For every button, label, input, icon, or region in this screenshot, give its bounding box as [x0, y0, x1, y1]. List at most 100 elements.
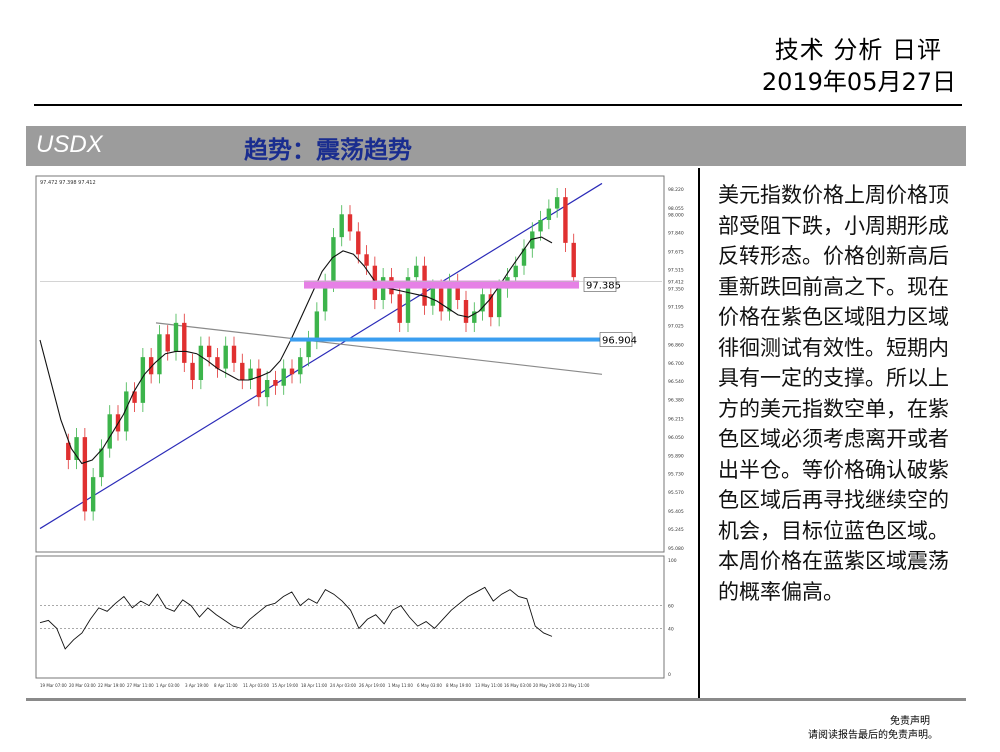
candle-body [521, 248, 527, 266]
price-tick-label: 96.540 [668, 379, 684, 385]
candle-body [455, 282, 460, 300]
x-tick-label: 24 Apr 03:00 [330, 683, 357, 688]
support-zone [290, 337, 600, 342]
candle-body [414, 265, 419, 278]
candle-body [496, 288, 502, 318]
candle-body [107, 414, 112, 449]
disclaimer-text: 请阅读报告最后的免责声明。 [808, 730, 938, 741]
x-tick-label: 18 Apr 11:00 [301, 683, 328, 688]
candle-body [331, 237, 336, 283]
report-date: 2019年05月27日 [761, 68, 956, 96]
candle-body [463, 300, 469, 323]
candle-body [513, 265, 518, 278]
candle-body [438, 288, 444, 312]
x-tick-label: 23 May 11:00 [562, 683, 590, 688]
candle-body [480, 294, 485, 312]
disclaimer-title: 免责声明 [890, 716, 930, 727]
candle-body [256, 368, 262, 398]
footer-divider [26, 698, 966, 701]
candle-body [405, 277, 411, 323]
candle-body [563, 197, 568, 243]
price-tick-label: 97.515 [668, 268, 684, 274]
candle-body [82, 437, 88, 512]
candle-body [198, 345, 204, 380]
x-tick-label: 1 Apr 03:00 [156, 683, 180, 688]
candle-body [397, 294, 402, 323]
candle-body [148, 357, 154, 375]
price-tick-label: 98.000 [668, 212, 684, 218]
candle-body [472, 311, 477, 323]
candle-body [206, 345, 212, 358]
x-tick-label: 8 May 19:00 [446, 683, 471, 688]
trendline-2 [155, 322, 603, 375]
oscillator-tick-label: 0 [668, 672, 671, 678]
x-tick-label: 19 Mar 07:00 [40, 683, 67, 688]
x-tick-label: 20 Mar 03:00 [69, 683, 96, 688]
price-tick-label: 96.215 [668, 416, 684, 422]
price-tick-label: 96.700 [668, 361, 684, 367]
candle-body [430, 288, 436, 306]
candle-body [190, 362, 195, 380]
report-title: 技术 分析 日评 [774, 36, 942, 64]
price-tick-label: 95.890 [668, 453, 684, 459]
candle-body [447, 282, 452, 312]
instrument-symbol: USDX [36, 131, 103, 158]
price-tick-label: 95.080 [668, 546, 684, 552]
candle-body [182, 322, 187, 363]
price-tick-label: 96.860 [668, 343, 684, 349]
price-tick-label: 98.055 [668, 206, 684, 212]
price-tick-label: 95.405 [668, 509, 684, 515]
price-tick-label: 96.050 [668, 435, 684, 441]
ohlc-readout: 97.472 97.398 97.412 [40, 180, 96, 186]
candle-body [90, 477, 96, 512]
candle-body [124, 391, 129, 432]
header-divider [34, 104, 962, 106]
candle-body [248, 368, 253, 380]
candle-body [347, 214, 353, 232]
candle-body [74, 437, 79, 460]
candle-body [132, 391, 137, 403]
x-tick-label: 26 Apr 19:00 [359, 683, 386, 688]
trendline-1 [39, 182, 603, 530]
x-tick-label: 6 May 03:00 [417, 683, 442, 688]
x-tick-label: 16 May 03:00 [504, 683, 532, 688]
price-tick-label: 98.220 [668, 187, 684, 193]
price-tick-label: 97.350 [668, 287, 684, 293]
moving-average-line [39, 236, 553, 465]
candle-body [322, 282, 328, 312]
candle-body [231, 345, 237, 363]
section-bar: USDX 趋势：震荡趋势 [26, 126, 966, 166]
candle-body [314, 311, 320, 340]
price-chart: 97.472 97.398 97.412 97.385 96.904 98.220… [28, 168, 698, 698]
candle-body [273, 380, 278, 386]
x-tick-label: 22 Mar 19:00 [98, 683, 125, 688]
candle-body [215, 357, 220, 369]
oscillator-pane [35, 555, 665, 679]
analysis-commentary: 美元指数价格上周价格顶部受阻下跌，小周期形成反转形态。价格创新高后重新跌回前高之… [718, 183, 949, 604]
candle-body [289, 368, 295, 375]
candle-body [538, 220, 543, 232]
x-tick-label: 3 Apr 19:00 [185, 683, 209, 688]
x-tick-label: 27 Mar 11:00 [127, 683, 154, 688]
level-label-box [599, 332, 633, 347]
price-tick-label: 97.412 [668, 279, 684, 285]
price-tick-label: 97.675 [668, 249, 684, 255]
candle-body [306, 340, 311, 358]
candle-body [99, 448, 104, 478]
candle-body [157, 334, 162, 375]
chart-svg: 97.472 97.398 97.412 97.385 96.904 98.220… [35, 175, 684, 688]
candle-body [264, 380, 270, 398]
candle-body [356, 231, 361, 255]
candle-body [530, 231, 535, 249]
x-tick-label: 11 Apr 03:00 [243, 683, 270, 688]
x-tick-label: 15 Apr 19:00 [272, 683, 299, 688]
candle-body [140, 357, 146, 403]
candle-body [339, 214, 344, 238]
x-tick-label: 1 May 11:00 [388, 683, 413, 688]
candle-body [223, 345, 228, 369]
x-tick-label: 13 May 11:00 [475, 683, 503, 688]
candle-body [173, 322, 179, 352]
price-tick-label: 95.245 [668, 527, 684, 533]
resistance-zone [304, 280, 579, 289]
price-tick-label: 97.840 [668, 231, 684, 237]
